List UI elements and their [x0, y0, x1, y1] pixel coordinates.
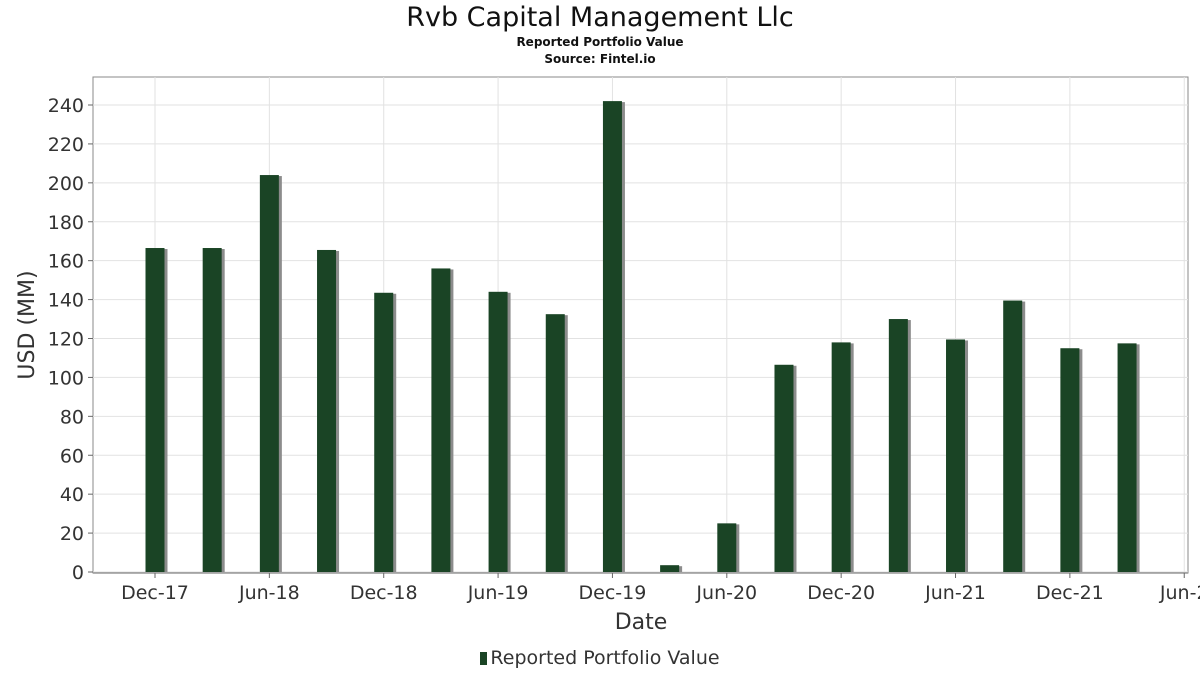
bar	[660, 565, 680, 572]
y-axis: 0 20 40 60 80 100 120 140 160 180 200 220 240	[48, 95, 93, 584]
y-tick-label: 20	[60, 523, 84, 545]
bar	[259, 175, 279, 573]
x-tick-label: Jun-19	[467, 582, 529, 604]
bar	[1060, 348, 1080, 572]
bar	[717, 523, 737, 572]
x-tick-label: Dec-17	[121, 582, 189, 604]
bar-group	[145, 101, 1140, 573]
bar	[1003, 300, 1023, 572]
y-tick-label: 100	[48, 367, 84, 389]
bar	[202, 248, 222, 573]
legend-swatch	[480, 652, 488, 665]
x-axis-label: Date	[615, 610, 668, 635]
x-tick-label: Dec-19	[579, 582, 647, 604]
x-tick-label: Jun-21	[924, 582, 986, 604]
y-tick-label: 120	[48, 329, 84, 351]
bar	[488, 291, 508, 572]
x-tick-label: Dec-18	[350, 582, 418, 604]
x-tick-label: Jun-2	[1159, 582, 1200, 604]
bar	[831, 342, 851, 572]
y-tick-label: 240	[48, 95, 84, 117]
bar	[1117, 343, 1137, 572]
chart-title: Rvb Capital Management Llc	[406, 2, 794, 33]
y-tick-label: 80	[60, 406, 84, 428]
legend-label: Reported Portfolio Value	[490, 647, 720, 669]
bar	[545, 314, 565, 572]
y-tick-label: 60	[60, 445, 84, 467]
bar	[317, 249, 337, 572]
bar	[888, 319, 908, 572]
bar	[602, 101, 622, 572]
bar	[374, 292, 394, 572]
y-tick-label: 160	[48, 251, 84, 273]
bar	[431, 268, 451, 572]
bar	[145, 248, 165, 573]
x-tick-label: Dec-21	[1036, 582, 1104, 604]
y-tick-label: 140	[48, 290, 84, 312]
bar	[774, 364, 794, 572]
chart-source: Source: Fintel.io	[544, 52, 656, 66]
legend: Reported Portfolio Value	[0, 647, 1200, 669]
y-tick-label: 220	[48, 134, 84, 156]
x-tick-label: Dec-20	[807, 582, 875, 604]
y-tick-label: 0	[72, 562, 84, 584]
x-tick-label: Jun-20	[695, 582, 757, 604]
x-axis: Dec-17 Jun-18 Dec-18 Jun-19 Dec-19 Jun-20 Dec-…	[93, 572, 1200, 604]
y-tick-label: 40	[60, 484, 84, 506]
x-tick-label: Jun-18	[238, 582, 300, 604]
chart-subtitle: Reported Portfolio Value	[516, 35, 684, 49]
bar	[946, 339, 966, 572]
y-tick-label: 180	[48, 212, 84, 234]
y-tick-label: 200	[48, 173, 84, 195]
y-axis-label: USD (MM)	[15, 270, 40, 379]
